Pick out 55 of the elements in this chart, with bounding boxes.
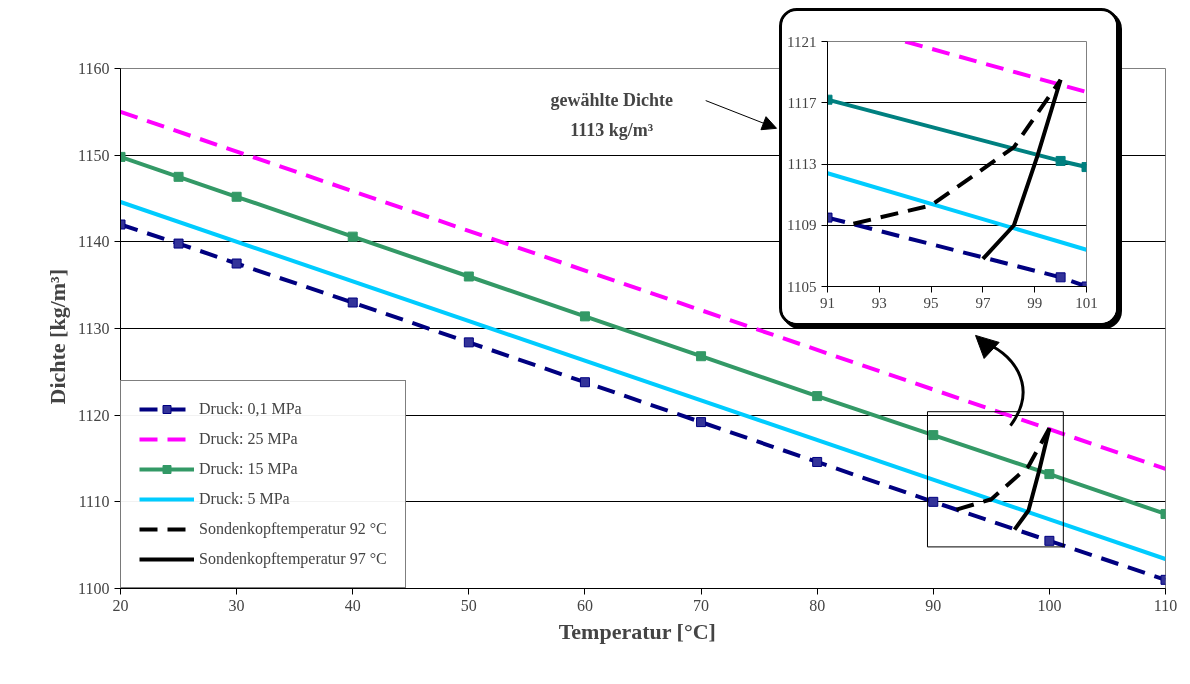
x-tick-label: 110 <box>1153 596 1178 614</box>
legend-label: Druck: 5 MPa <box>199 490 290 508</box>
x-tick-label: 95 <box>923 294 939 311</box>
legend-label: Druck: 25 MPa <box>199 430 298 448</box>
y-tick-label: 1150 <box>78 146 110 164</box>
point <box>1044 535 1055 546</box>
x-tick-label: 97 <box>975 294 991 311</box>
y-tick-label: 1100 <box>78 580 110 597</box>
point <box>928 430 939 441</box>
legend-label: Druck: 0,1 MPa <box>199 400 302 418</box>
point <box>696 351 707 362</box>
legend-label: Druck: 15 MPa <box>199 460 298 478</box>
y-tick-label: 1117 <box>787 94 817 111</box>
x-tick-label: 80 <box>809 596 826 614</box>
point <box>173 171 184 182</box>
point <box>696 417 707 428</box>
y-tick-label: 1109 <box>787 217 817 234</box>
point <box>812 456 823 467</box>
point <box>347 231 358 242</box>
point <box>173 238 184 249</box>
annotation: gewählte Dichte 1113 kg/m³ <box>550 90 673 141</box>
x-tick-label: 100 <box>1037 596 1062 614</box>
point <box>928 496 939 507</box>
point <box>579 377 590 388</box>
point <box>812 391 823 402</box>
point <box>231 191 242 202</box>
x-axis-title: Temperatur [°C] <box>558 618 716 644</box>
x-tick-label: 91 <box>820 294 835 311</box>
y-tick-label: 1120 <box>78 406 110 424</box>
y-tick-label: 1113 <box>787 156 817 172</box>
y-axis-title: Dichte [kg/m³] <box>45 268 71 405</box>
point <box>579 311 590 322</box>
point <box>231 258 242 269</box>
x-tick-label: 40 <box>344 596 361 614</box>
point <box>463 337 474 348</box>
legend-label: Sondenkopftemperatur 97 °C <box>199 550 387 568</box>
x-tick-label: 99 <box>1027 294 1043 311</box>
x-tick-label: 20 <box>112 596 129 614</box>
x-tick-label: 60 <box>576 596 593 614</box>
legend-label: Sondenkopftemperatur 92 °C <box>199 520 387 538</box>
point <box>347 297 358 308</box>
x-tick-label: 101 <box>1075 294 1098 311</box>
point <box>463 271 474 282</box>
y-tick-label: 1105 <box>787 278 817 295</box>
x-tick-label: 50 <box>460 596 477 614</box>
y-tick-label: 1130 <box>78 320 110 337</box>
point <box>1044 469 1055 480</box>
y-tick-label: 1110 <box>78 493 110 511</box>
x-tick-label: 90 <box>925 596 942 614</box>
y-tick-label: 1160 <box>78 60 110 77</box>
x-tick-label: 30 <box>228 596 245 614</box>
x-tick-label: 93 <box>871 294 887 311</box>
y-tick-label: 1121 <box>787 33 817 50</box>
x-tick-label: 70 <box>693 596 710 614</box>
y-tick-label: 1140 <box>78 233 110 251</box>
